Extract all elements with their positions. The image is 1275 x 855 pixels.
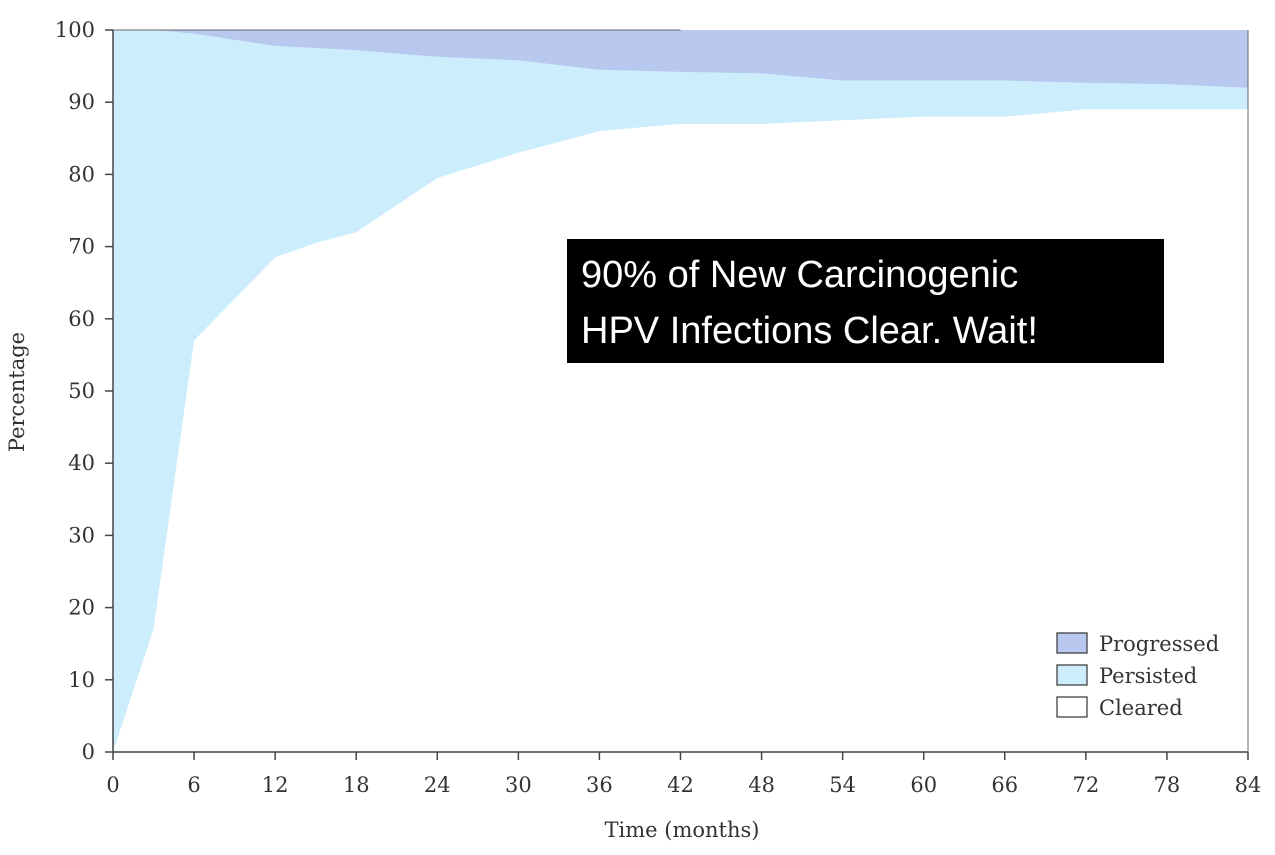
x-tick-label: 72	[1072, 773, 1099, 797]
x-tick-label: 0	[106, 773, 119, 797]
x-tick-label: 12	[262, 773, 289, 797]
annotation-callout: 90% of New Carcinogenic HPV Infections C…	[567, 239, 1164, 363]
legend: Progressed Persisted Cleared	[1056, 632, 1219, 720]
x-tick-label: 78	[1154, 773, 1181, 797]
annotation-line-1: 90% of New Carcinogenic	[581, 254, 1019, 296]
y-tick-label: 70	[68, 235, 95, 259]
x-tick-label: 66	[991, 773, 1018, 797]
x-tick-label: 42	[667, 773, 694, 797]
legend-label-cleared: Cleared	[1099, 696, 1183, 720]
y-tick-label: 0	[82, 740, 95, 764]
legend-swatch-progressed	[1056, 632, 1088, 654]
x-tick-label: 60	[910, 773, 937, 797]
x-axis-ticks: 0 6 12 18 24 30 36 42 48 54 60 66 72 78 84	[106, 752, 1261, 797]
y-tick-label: 20	[68, 596, 95, 620]
y-axis-title: Percentage	[5, 332, 29, 452]
legend-swatch-persisted	[1056, 664, 1088, 686]
y-tick-label: 50	[68, 379, 95, 403]
x-tick-label: 84	[1235, 773, 1262, 797]
y-tick-label: 100	[55, 18, 95, 42]
x-tick-label: 48	[748, 773, 775, 797]
x-axis-title: Time (months)	[605, 818, 760, 842]
x-tick-label: 18	[343, 773, 370, 797]
y-tick-label: 30	[68, 523, 95, 547]
x-tick-label: 36	[586, 773, 613, 797]
legend-label-progressed: Progressed	[1099, 632, 1219, 656]
y-tick-label: 80	[68, 162, 95, 186]
y-tick-label: 90	[68, 90, 95, 114]
x-tick-label: 24	[424, 773, 451, 797]
x-tick-label: 30	[505, 773, 532, 797]
annotation-line-2: HPV Infections Clear. Wait!	[581, 310, 1038, 352]
legend-swatch-cleared	[1056, 696, 1088, 718]
legend-label-persisted: Persisted	[1099, 664, 1197, 688]
y-axis-ticks: 0 10 20 30 40 50 60 70 80 90 100	[55, 18, 113, 764]
x-tick-label: 54	[829, 773, 856, 797]
y-tick-label: 10	[68, 668, 95, 692]
y-tick-label: 40	[68, 451, 95, 475]
y-tick-label: 60	[68, 307, 95, 331]
x-tick-label: 6	[187, 773, 200, 797]
